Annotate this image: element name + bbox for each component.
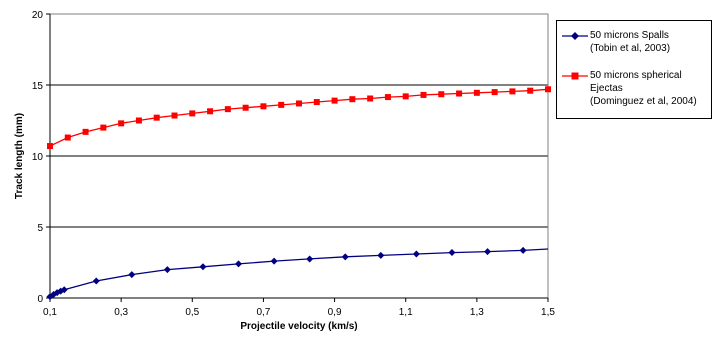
y-tick-label: 5 xyxy=(37,223,43,234)
data-point xyxy=(332,98,338,104)
data-point xyxy=(225,106,231,112)
data-point xyxy=(314,99,320,105)
y-tick-label: 15 xyxy=(32,81,44,92)
series-line xyxy=(50,89,548,146)
data-point xyxy=(474,90,480,96)
data-point xyxy=(403,93,409,99)
legend-swatch-spalls xyxy=(561,29,589,43)
data-point xyxy=(349,96,355,102)
data-point xyxy=(492,89,498,95)
data-point xyxy=(367,95,373,101)
data-point xyxy=(271,258,278,265)
data-point xyxy=(456,91,462,97)
data-point xyxy=(65,135,71,141)
x-tick-label: 0,5 xyxy=(185,307,199,318)
data-point xyxy=(93,277,100,284)
series-spalls xyxy=(47,247,549,300)
x-axis-title: Projectile velocity (km/s) xyxy=(240,321,357,332)
data-point xyxy=(235,260,242,267)
x-tick-label: 1,3 xyxy=(470,307,484,318)
data-point xyxy=(164,266,171,273)
data-point xyxy=(306,255,313,262)
series-ejectas xyxy=(47,86,551,149)
data-point xyxy=(527,88,533,94)
data-point xyxy=(296,100,302,106)
data-point xyxy=(342,253,349,260)
data-point xyxy=(136,118,142,124)
legend-label-ejectas-line3: (Dominguez et al, 2004) xyxy=(590,95,712,108)
x-tick-label: 0,3 xyxy=(114,307,128,318)
x-tick-label: 0,1 xyxy=(43,307,57,318)
legend-swatch-ejectas xyxy=(561,69,589,83)
data-point xyxy=(413,250,420,257)
y-tick-label: 0 xyxy=(37,294,43,305)
legend: 50 microns Spalls (Tobin et al, 2003) 50… xyxy=(556,20,712,119)
data-point xyxy=(520,247,527,254)
data-point xyxy=(545,86,551,92)
data-point xyxy=(83,129,89,135)
x-tick-label: 0,7 xyxy=(256,307,270,318)
series-layer xyxy=(47,86,552,300)
y-tick-label: 20 xyxy=(32,10,44,21)
data-point xyxy=(154,115,160,121)
x-tick-label: 1,1 xyxy=(399,307,413,318)
legend-label-ejectas-line2: Ejectas xyxy=(590,82,712,95)
x-tick-label: 0,9 xyxy=(328,307,342,318)
data-point xyxy=(199,263,206,270)
data-point xyxy=(377,252,384,259)
data-point xyxy=(207,108,213,114)
data-point xyxy=(243,105,249,111)
y-axis: 0 5 10 15 20 xyxy=(32,10,50,305)
data-point xyxy=(438,91,444,97)
data-point xyxy=(448,249,455,256)
data-point xyxy=(172,113,178,119)
data-point xyxy=(260,103,266,109)
x-tick-label: 1,5 xyxy=(541,307,555,318)
legend-label-ejectas-line1: 50 microns spherical xyxy=(590,69,712,82)
y-tick-label: 10 xyxy=(32,152,44,163)
data-point xyxy=(484,248,491,255)
y-axis-title: Track length (mm) xyxy=(14,113,25,199)
series-line xyxy=(50,249,548,297)
data-point xyxy=(189,110,195,116)
data-point xyxy=(385,94,391,100)
data-point xyxy=(128,271,135,278)
data-point xyxy=(509,88,515,94)
data-point xyxy=(47,143,53,149)
legend-label-spalls-line1: 50 microns Spalls xyxy=(590,29,712,42)
data-point xyxy=(421,92,427,98)
data-point xyxy=(278,102,284,108)
data-point xyxy=(118,120,124,126)
legend-label-spalls-line2: (Tobin et al, 2003) xyxy=(590,42,712,55)
data-point xyxy=(100,125,106,131)
x-axis: 0,1 0,3 0,5 0,7 0,9 1,1 1,3 1,5 xyxy=(43,14,555,318)
